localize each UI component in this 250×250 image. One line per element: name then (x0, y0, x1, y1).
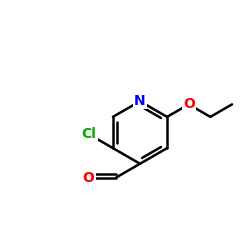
Text: N: N (134, 94, 146, 108)
Text: O: O (183, 97, 195, 112)
Text: O: O (83, 170, 94, 184)
Text: Cl: Cl (82, 128, 96, 141)
